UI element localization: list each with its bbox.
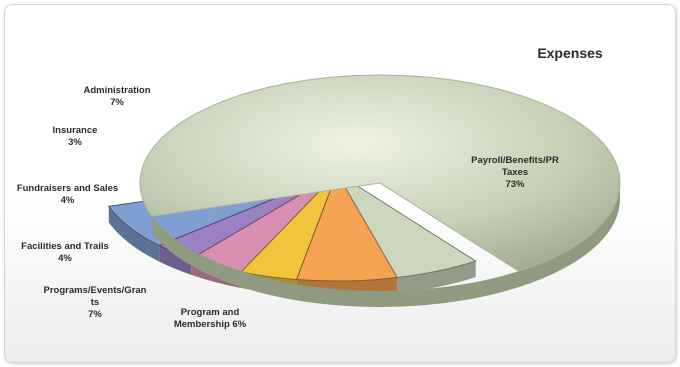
label-program-membership: Program and Membership 6% — [173, 307, 247, 330]
slice-program-membership — [336, 172, 477, 294]
pie-chart — [107, 74, 621, 308]
chart-frame: Expenses Payroll/Benefits/PR Taxes 73% P… — [4, 4, 676, 363]
label-fundraisers-sales: Fundraisers and Sales 4% — [16, 183, 119, 206]
label-facilities-trails: Facilities and Trails 4% — [21, 241, 109, 264]
slice-payroll — [139, 74, 621, 308]
label-payroll: Payroll/Benefits/PR Taxes 73% — [471, 155, 559, 190]
label-programs-events-grants: Programs/Events/Gran ts 7% — [43, 285, 147, 320]
label-insurance: Insurance 3% — [52, 125, 98, 148]
label-administration: Administration 7% — [83, 85, 151, 108]
chart-title: Expenses — [537, 45, 603, 61]
